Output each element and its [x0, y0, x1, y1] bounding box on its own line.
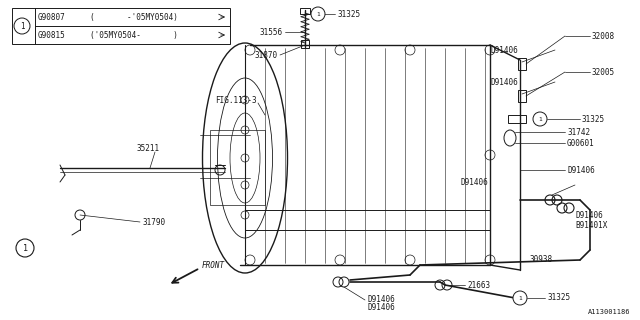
- Circle shape: [14, 18, 30, 34]
- Text: D91406: D91406: [567, 165, 595, 174]
- Text: 31325: 31325: [337, 10, 360, 19]
- Circle shape: [16, 239, 34, 257]
- Text: (       -'05MY0504): ( -'05MY0504): [90, 12, 178, 21]
- Text: 1: 1: [22, 244, 28, 252]
- Text: B91401X: B91401X: [575, 220, 607, 229]
- Text: 1: 1: [316, 12, 320, 17]
- Text: FRONT: FRONT: [202, 260, 225, 269]
- Text: FIG.113-3: FIG.113-3: [215, 95, 257, 105]
- Text: 1: 1: [518, 295, 522, 300]
- Text: 21663: 21663: [467, 281, 490, 290]
- Bar: [508, 115, 526, 123]
- Bar: [518, 90, 526, 102]
- Bar: [12, 8, 230, 44]
- Bar: [300, 8, 310, 14]
- Text: 1: 1: [538, 116, 542, 122]
- Text: D91406: D91406: [367, 303, 395, 313]
- Text: D91406: D91406: [460, 178, 488, 187]
- Bar: [210, 130, 265, 205]
- Bar: [518, 58, 526, 70]
- Bar: [301, 40, 309, 48]
- Text: 31742: 31742: [567, 127, 590, 137]
- Text: G90807: G90807: [38, 12, 66, 21]
- Text: 31556: 31556: [260, 28, 283, 36]
- Text: G90815: G90815: [38, 30, 66, 39]
- Text: 31870: 31870: [255, 51, 278, 60]
- Text: D91406: D91406: [490, 77, 518, 86]
- Text: A113001186: A113001186: [588, 309, 630, 315]
- Text: 31325: 31325: [547, 293, 570, 302]
- Text: D91406: D91406: [367, 295, 395, 305]
- Text: ('05MY0504-       ): ('05MY0504- ): [90, 30, 178, 39]
- Text: 31325: 31325: [582, 115, 605, 124]
- Text: 32008: 32008: [592, 31, 615, 41]
- Text: 35211: 35211: [136, 143, 159, 153]
- Text: 31790: 31790: [142, 218, 165, 227]
- Text: 1: 1: [20, 21, 24, 30]
- Text: 32005: 32005: [592, 68, 615, 76]
- Circle shape: [311, 7, 325, 21]
- Text: D91406: D91406: [490, 45, 518, 54]
- Text: G00601: G00601: [567, 139, 595, 148]
- Circle shape: [533, 112, 547, 126]
- Text: D91406: D91406: [575, 211, 603, 220]
- Circle shape: [513, 291, 527, 305]
- Text: 30938: 30938: [530, 255, 553, 265]
